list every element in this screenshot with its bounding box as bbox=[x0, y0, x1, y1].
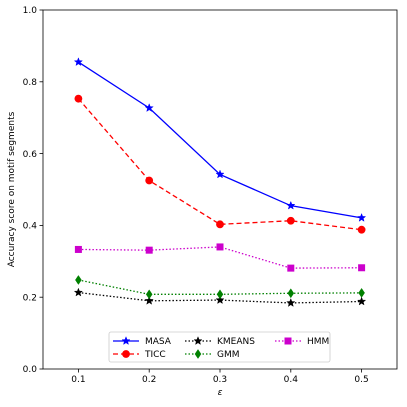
x-tick-label: 0.2 bbox=[142, 375, 156, 385]
series-hmm bbox=[74, 243, 366, 272]
y-axis-label: Accuracy score on motif segments bbox=[7, 111, 17, 267]
data-point-ticc bbox=[74, 94, 83, 103]
data-point-kmeans bbox=[286, 298, 296, 307]
data-point-masa bbox=[356, 212, 367, 222]
data-point-gmm bbox=[358, 287, 365, 298]
y-tick-label: 0.0 bbox=[23, 365, 38, 375]
data-point-ticc bbox=[216, 220, 224, 229]
data-point-hmm bbox=[216, 243, 224, 251]
data-point-kmeans bbox=[73, 287, 84, 297]
data-point-ticc bbox=[357, 225, 366, 234]
data-point-gmm bbox=[287, 288, 295, 299]
legend-label-masa: MASA bbox=[145, 337, 172, 347]
data-point-gmm bbox=[145, 289, 153, 300]
plot-border bbox=[42, 9, 398, 370]
legend-item-ticc: TICC bbox=[113, 350, 166, 360]
legend-label-gmm: GMM bbox=[217, 350, 240, 360]
y-tick-label: 1.0 bbox=[23, 6, 38, 16]
data-point-hmm bbox=[74, 245, 82, 253]
legend-label-kmeans: KMEANS bbox=[217, 337, 255, 347]
data-point-kmeans bbox=[144, 295, 154, 305]
x-tick-label: 0.1 bbox=[71, 375, 85, 385]
legend-marker-ticc bbox=[122, 350, 130, 358]
series-line-hmm bbox=[78, 246, 362, 269]
data-point-gmm bbox=[75, 275, 82, 285]
data-point-hmm bbox=[287, 264, 295, 272]
series-kmeans bbox=[73, 287, 367, 307]
data-point-ticc bbox=[286, 216, 295, 225]
legend-box bbox=[108, 331, 331, 363]
data-point-masa bbox=[215, 169, 225, 179]
data-point-hmm bbox=[145, 246, 153, 254]
x-tick-label: 0.4 bbox=[284, 375, 299, 385]
series-ticc bbox=[74, 94, 366, 234]
data-point-gmm bbox=[216, 289, 224, 300]
y-tick-label: 0.4 bbox=[23, 222, 38, 232]
legend-marker-gmm bbox=[194, 349, 202, 359]
series-line-masa bbox=[78, 61, 362, 219]
y-tick-label: 0.6 bbox=[23, 150, 38, 160]
legend-item-gmm: GMM bbox=[185, 349, 240, 360]
data-point-ticc bbox=[145, 176, 154, 185]
y-tick-label: 0.8 bbox=[23, 78, 38, 88]
x-tick-label: 0.5 bbox=[354, 375, 368, 385]
data-point-masa bbox=[73, 57, 84, 67]
legend-item-kmeans: KMEANS bbox=[185, 336, 255, 347]
y-tick-label: 0.2 bbox=[23, 293, 37, 303]
data-point-hmm bbox=[358, 264, 366, 272]
legend: MASA TICC KMEANS GMM HMM bbox=[108, 331, 331, 363]
legend-item-hmm: HMM bbox=[275, 337, 329, 347]
data-point-masa bbox=[144, 103, 154, 112]
x-tick-label: 0.3 bbox=[213, 375, 227, 385]
series-masa bbox=[73, 57, 367, 222]
legend-marker-hmm bbox=[284, 337, 292, 345]
axis-ticks: 0.1 0.2 0.3 0.4 0.5 0.0 0.2 0.4 0.6 0.8 1.0 bbox=[23, 6, 369, 385]
series-layer bbox=[73, 57, 367, 307]
x-axis-label: ε bbox=[218, 388, 223, 398]
legend-item-masa: MASA bbox=[113, 336, 172, 347]
plot-frame bbox=[42, 9, 398, 370]
series-line-ticc bbox=[77, 98, 362, 231]
series-gmm bbox=[75, 275, 365, 300]
data-point-kmeans bbox=[215, 295, 225, 305]
legend-label-hmm: HMM bbox=[307, 337, 329, 347]
legend-label-ticc: TICC bbox=[144, 350, 166, 360]
legend-marker-masa bbox=[121, 336, 131, 345]
legend-marker-kmeans bbox=[193, 336, 203, 345]
data-point-kmeans bbox=[356, 296, 367, 306]
data-point-masa bbox=[286, 200, 296, 210]
